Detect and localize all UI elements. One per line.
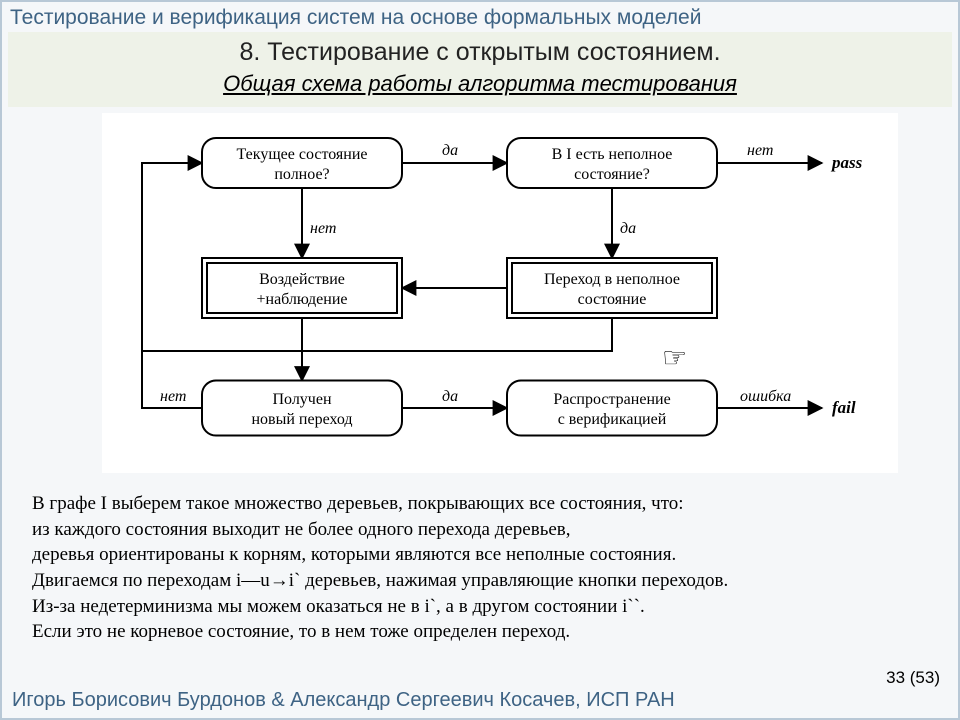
svg-text:pass: pass (830, 153, 863, 172)
explanation-text: В графе I выберем такое множество деревь… (32, 491, 918, 645)
svg-text:fail: fail (832, 398, 856, 417)
svg-text:нет: нет (310, 220, 336, 237)
svg-text:В I есть неполное: В I есть неполное (552, 146, 673, 163)
page-number: 33 (53) (886, 668, 940, 688)
svg-text:да: да (442, 142, 458, 159)
svg-text:+наблюдение: +наблюдение (256, 291, 347, 308)
svg-text:полное?: полное? (274, 166, 329, 183)
svg-text:нет: нет (747, 142, 773, 159)
flowchart: Текущее состояние полное? В I есть неполно… (102, 113, 898, 473)
svg-text:Текущее состояние: Текущее состояние (237, 146, 368, 163)
svg-text:нет: нет (160, 388, 186, 405)
section-title: 8. Тестирование с открытым состоянием. (8, 38, 952, 67)
section-subtitle: Общая схема работы алгоритма тестировани… (8, 71, 952, 97)
svg-text:состояние: состояние (578, 291, 647, 308)
body-line: В графе I выберем такое множество деревь… (32, 491, 918, 517)
svg-text:да: да (442, 388, 458, 405)
title-block: 8. Тестирование с открытым состоянием. О… (8, 32, 952, 107)
pointer-icon: ☞ (662, 341, 687, 375)
svg-text:Получен: Получен (272, 391, 331, 408)
svg-text:состояние?: состояние? (574, 166, 650, 183)
svg-text:да: да (620, 220, 636, 237)
svg-text:Распространение: Распространение (553, 391, 670, 408)
body-line: деревья ориентированы к корням, которыми… (32, 542, 918, 568)
svg-text:новый переход: новый переход (251, 411, 352, 428)
body-line: Из-за недетерминизма мы можем оказаться … (32, 594, 918, 620)
page-header: Тестирование и верификация систем на осн… (2, 2, 958, 30)
body-line: Двигаемся по переходам i—u→i` деревьев, … (32, 568, 918, 594)
body-line: из каждого состояния выходит не более од… (32, 517, 918, 543)
svg-text:с верификацией: с верификацией (558, 411, 667, 428)
svg-text:ошибка: ошибка (740, 388, 791, 405)
footer-authors: Игорь Борисович Бурдонов & Александр Сер… (12, 689, 675, 712)
body-line: Если это не корневое состояние, то в нем… (32, 619, 918, 645)
svg-text:Переход в неполное: Переход в неполное (544, 271, 680, 288)
svg-text:Воздействие: Воздействие (259, 271, 345, 288)
